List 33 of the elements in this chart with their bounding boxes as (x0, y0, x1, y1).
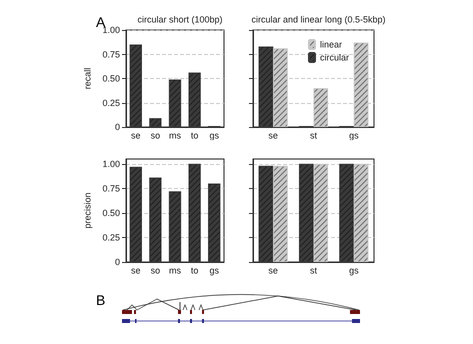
y-tick-label: 1.00 (102, 25, 120, 35)
x-tick-label: se (268, 130, 278, 140)
x-tick-label: se (131, 130, 141, 140)
y-axis-title: precision (82, 192, 92, 229)
y-tick-label: 0.25 (102, 232, 120, 242)
x-tick-label: st (310, 266, 318, 276)
x-tick-label: se (268, 266, 278, 276)
x-tick-label: ms (169, 266, 182, 276)
y-axis-title: recall (82, 68, 92, 90)
x-tick-label: so (150, 130, 160, 140)
x-tick-label: gs (349, 266, 360, 276)
x-tick-label: to (190, 130, 198, 140)
chart-title: circular short (100bp) (137, 14, 223, 24)
y-tick-label: 0 (114, 122, 120, 132)
y-tick-label: 1.00 (102, 158, 120, 169)
x-tick-label: se (131, 266, 141, 276)
x-tick-label: ms (169, 130, 182, 140)
y-tick-label: 0 (114, 257, 120, 267)
x-tick-label: gs (209, 266, 220, 276)
x-tick-label: st (310, 130, 318, 140)
chart-title: circular and linear long (0.5-5kbp) (251, 14, 386, 24)
y-tick-label: 0.50 (102, 208, 120, 218)
legend-label: linear (320, 40, 342, 50)
y-tick-label: 0.75 (102, 183, 120, 194)
legend-label: circular (320, 52, 350, 62)
x-tick-label: to (190, 266, 198, 276)
x-tick-label: so (150, 266, 160, 276)
y-tick-label: 0.50 (102, 74, 120, 84)
text: B (96, 292, 106, 308)
x-tick-label: gs (349, 130, 360, 140)
x-tick-label: gs (209, 130, 220, 140)
y-tick-label: 0.75 (102, 49, 120, 60)
y-tick-label: 0.25 (102, 98, 120, 108)
